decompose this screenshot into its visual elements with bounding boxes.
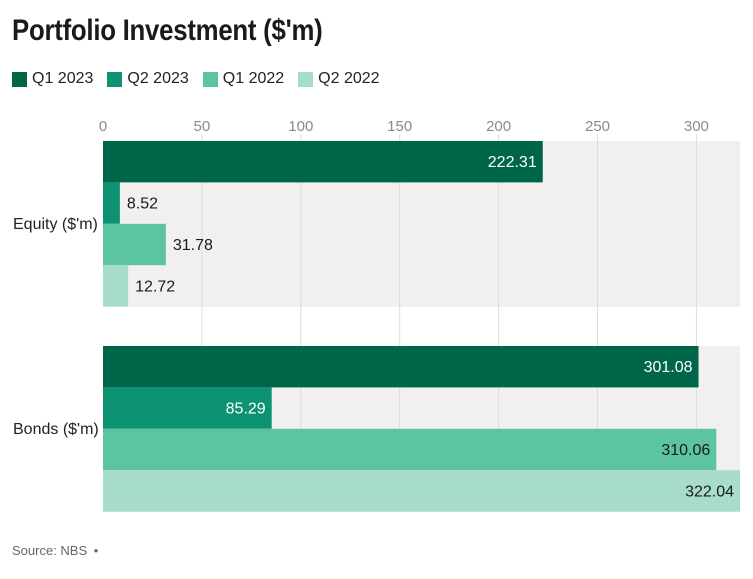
chart-title: Portfolio Investment ($'m): [12, 14, 323, 47]
data-label: 222.31: [488, 154, 537, 171]
bar: [103, 223, 166, 266]
legend-label: Q1 2022: [222, 70, 285, 87]
legend-label: Q2 2023: [127, 70, 189, 87]
legend-swatch: [202, 71, 218, 87]
bar: [103, 428, 717, 471]
x-tick-label: 150: [387, 118, 412, 135]
legend-label: Q1 2023: [32, 70, 94, 87]
data-label: 85.29: [226, 401, 266, 418]
x-tick-label: 300: [684, 118, 709, 135]
category-label: Bonds ($'m): [13, 421, 99, 438]
data-label: 322.04: [685, 483, 734, 500]
legend-swatch: [298, 71, 314, 87]
bar: [103, 141, 543, 183]
source-text: Source: NBS: [12, 543, 88, 558]
data-label: 8.52: [127, 196, 158, 213]
x-tick-label: 250: [585, 118, 610, 135]
legend-item: Q2 2023: [107, 70, 189, 88]
bar: [103, 387, 272, 429]
source-note: Source: NBS •: [12, 543, 98, 558]
chart-legend: Q1 2023 Q2 2023 Q1 2022 Q2 2022: [12, 70, 394, 88]
data-label: 12.72: [135, 278, 175, 295]
legend-item: Q2 2022: [298, 70, 380, 88]
x-tick-label: 200: [486, 118, 511, 135]
category-label: Equity ($'m): [13, 216, 98, 233]
x-tick-label: 0: [99, 118, 107, 135]
bar: [103, 182, 120, 224]
x-tick-label: 100: [288, 118, 313, 135]
data-label: 310.06: [661, 442, 710, 459]
data-label: 31.78: [173, 237, 213, 254]
legend-swatch: [107, 71, 123, 87]
legend-label: Q2 2022: [318, 70, 380, 87]
data-label: 301.08: [644, 359, 693, 376]
legend-item: Q1 2022: [202, 70, 285, 88]
bar: [103, 346, 699, 388]
bar: [103, 265, 129, 307]
legend-swatch: [12, 71, 27, 87]
bar: [103, 470, 740, 512]
x-tick-label: 50: [194, 118, 211, 135]
legend-item: Q1 2023: [12, 70, 93, 88]
source-separator: •: [93, 543, 99, 558]
